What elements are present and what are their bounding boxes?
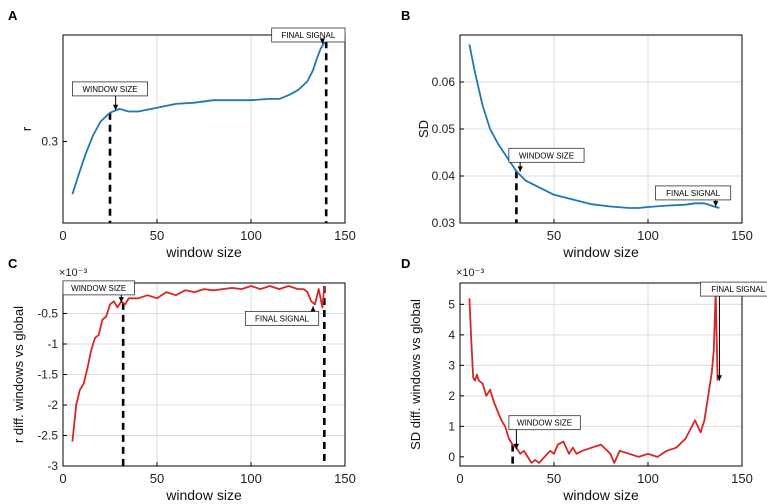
panel-b: 50 100 150 0.03 0.04 0.05 0.06 window size SD B WI… bbox=[401, 8, 753, 260]
annotation-label: WINDOW SIZE bbox=[71, 284, 126, 293]
x-tick-label: 50 bbox=[150, 228, 164, 243]
y-tick-label: 5 bbox=[448, 297, 455, 311]
annotation-box bbox=[72, 81, 148, 97]
x-tick-label: 100 bbox=[240, 228, 262, 243]
y-tick-label: 0.3 bbox=[41, 135, 58, 149]
y-axis-label: r diff. windows vs global bbox=[11, 306, 26, 443]
series-line bbox=[71, 40, 327, 195]
y-axis-label: r bbox=[19, 126, 34, 131]
x-axis-label: window size bbox=[165, 244, 242, 260]
x-axis-label: window size bbox=[562, 487, 639, 503]
annotation-arrowhead bbox=[517, 166, 523, 172]
panel-letter: B bbox=[401, 8, 410, 23]
annotation-box bbox=[655, 185, 732, 201]
series-line bbox=[468, 44, 720, 209]
axes-frame bbox=[62, 34, 346, 224]
annotation-arrowhead bbox=[118, 297, 124, 303]
y-tick-label: 1 bbox=[448, 419, 455, 433]
y-tick-label: -2 bbox=[47, 398, 58, 412]
annotation-arrowhead bbox=[113, 104, 119, 111]
series-line bbox=[71, 285, 326, 442]
x-tick-label: 100 bbox=[637, 228, 659, 243]
y-tick-label: -1.5 bbox=[37, 368, 58, 382]
y-tick-label: 4 bbox=[448, 328, 455, 342]
annotation-box bbox=[508, 147, 585, 163]
axes-frame bbox=[459, 282, 743, 467]
axis-exponent: ×10⁻³ bbox=[456, 267, 484, 279]
annotation-box bbox=[700, 281, 767, 297]
panel-letter: A bbox=[8, 8, 18, 23]
annotation-arrowhead bbox=[513, 443, 519, 450]
x-axis-label: window size bbox=[165, 487, 242, 503]
annotation-arrowhead bbox=[319, 38, 325, 44]
y-axis-label: SD diff. windows vs global bbox=[408, 299, 423, 450]
annotation-arrowhead bbox=[716, 375, 722, 381]
y-tick-label: 2 bbox=[448, 389, 455, 403]
x-tick-label: 100 bbox=[240, 471, 262, 486]
y-tick-label: -3 bbox=[47, 459, 58, 473]
annotation-label: WINDOW SIZE bbox=[519, 151, 574, 160]
annotation-box bbox=[271, 27, 346, 43]
y-tick-label: 3 bbox=[448, 358, 455, 372]
y-tick-label: 0.06 bbox=[432, 75, 456, 89]
x-tick-label: 50 bbox=[547, 471, 561, 486]
panel-letter: D bbox=[401, 256, 410, 271]
x-tick-label: 50 bbox=[150, 471, 164, 486]
y-tick-label: -2.5 bbox=[37, 429, 58, 443]
annotation-label: FINAL SIGNAL bbox=[711, 285, 765, 294]
annotation-box bbox=[508, 415, 581, 431]
x-tick-label: 0 bbox=[59, 471, 66, 486]
panel-d: 0 50 100 150 0 1 2 3 4 5 window size SD diff. windo… bbox=[401, 256, 767, 503]
annotation-box bbox=[244, 310, 320, 326]
annotation-arrowhead bbox=[310, 306, 316, 312]
series-line bbox=[468, 291, 719, 464]
x-tick-label: 150 bbox=[731, 228, 753, 243]
annotation-arrowhead bbox=[713, 201, 719, 207]
y-tick-label: 0.04 bbox=[432, 169, 456, 183]
annotation-label: FINAL SIGNAL bbox=[255, 314, 309, 323]
annotation-label: FINAL SIGNAL bbox=[666, 189, 720, 198]
annotation-box bbox=[62, 280, 135, 296]
y-tick-label: -0.5 bbox=[37, 307, 58, 321]
y-tick-label: 0.05 bbox=[432, 122, 456, 136]
x-tick-label: 50 bbox=[547, 228, 561, 243]
annotation-label: FINAL SIGNAL bbox=[281, 31, 335, 40]
y-axis-label: SD bbox=[416, 120, 431, 138]
x-tick-label: 100 bbox=[637, 471, 659, 486]
panel-c: 0 50 100 150 -3 -2.5 -2 -1.5 -1 -0.5 window size r … bbox=[8, 256, 356, 503]
x-tick-label: 0 bbox=[456, 471, 463, 486]
axis-exponent: ×10⁻³ bbox=[59, 267, 87, 279]
x-axis-label: window size bbox=[562, 244, 639, 260]
x-tick-label: 150 bbox=[334, 228, 356, 243]
annotation-label: WINDOW SIZE bbox=[517, 419, 572, 428]
panel-letter: C bbox=[8, 256, 18, 271]
panel-a: 0 50 100 150 0.3 window size r A WINDOW SIZE FINA… bbox=[8, 8, 356, 260]
y-tick-label: -1 bbox=[47, 337, 58, 351]
y-tick-label: 0 bbox=[448, 450, 455, 464]
annotation-label: WINDOW SIZE bbox=[82, 85, 137, 94]
y-tick-label: 0.03 bbox=[432, 216, 456, 230]
x-tick-label: 150 bbox=[334, 471, 356, 486]
x-tick-label: 150 bbox=[731, 471, 753, 486]
x-tick-label: 0 bbox=[59, 228, 66, 243]
